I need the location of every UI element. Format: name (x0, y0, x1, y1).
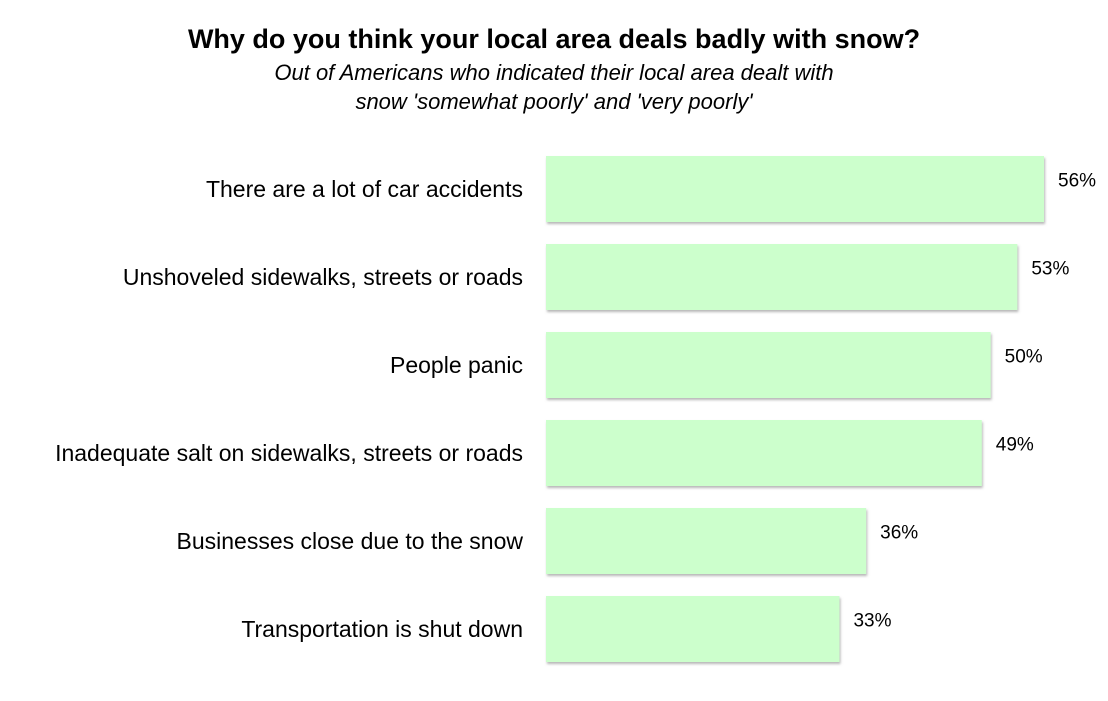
bar (546, 244, 1018, 310)
category-label: There are a lot of car accidents (206, 176, 523, 202)
data-label: 49% (996, 435, 1034, 456)
category-label: Unshoveled sidewalks, streets or roads (123, 264, 523, 290)
data-label: 33% (853, 611, 891, 632)
bar (546, 596, 840, 662)
data-label: 36% (880, 523, 918, 544)
bar (546, 156, 1044, 222)
category-label: Businesses close due to the snow (177, 528, 524, 554)
data-label: 50% (1005, 347, 1043, 368)
chart-subtitle: Out of Americans who indicated their loc… (274, 60, 834, 114)
category-label: Transportation is shut down (241, 616, 523, 642)
data-label: 56% (1058, 171, 1096, 192)
data-label: 53% (1031, 259, 1069, 280)
bar (546, 420, 982, 486)
chart-title: Why do you think your local area deals b… (187, 24, 921, 54)
bars-layer: There are a lot of car accidents 56% Unsho… (55, 156, 1096, 662)
bar (546, 508, 867, 574)
category-label: Inadequate salt on sidewalks, streets or… (55, 440, 523, 466)
bar (546, 332, 991, 398)
category-label: People panic (390, 352, 523, 378)
